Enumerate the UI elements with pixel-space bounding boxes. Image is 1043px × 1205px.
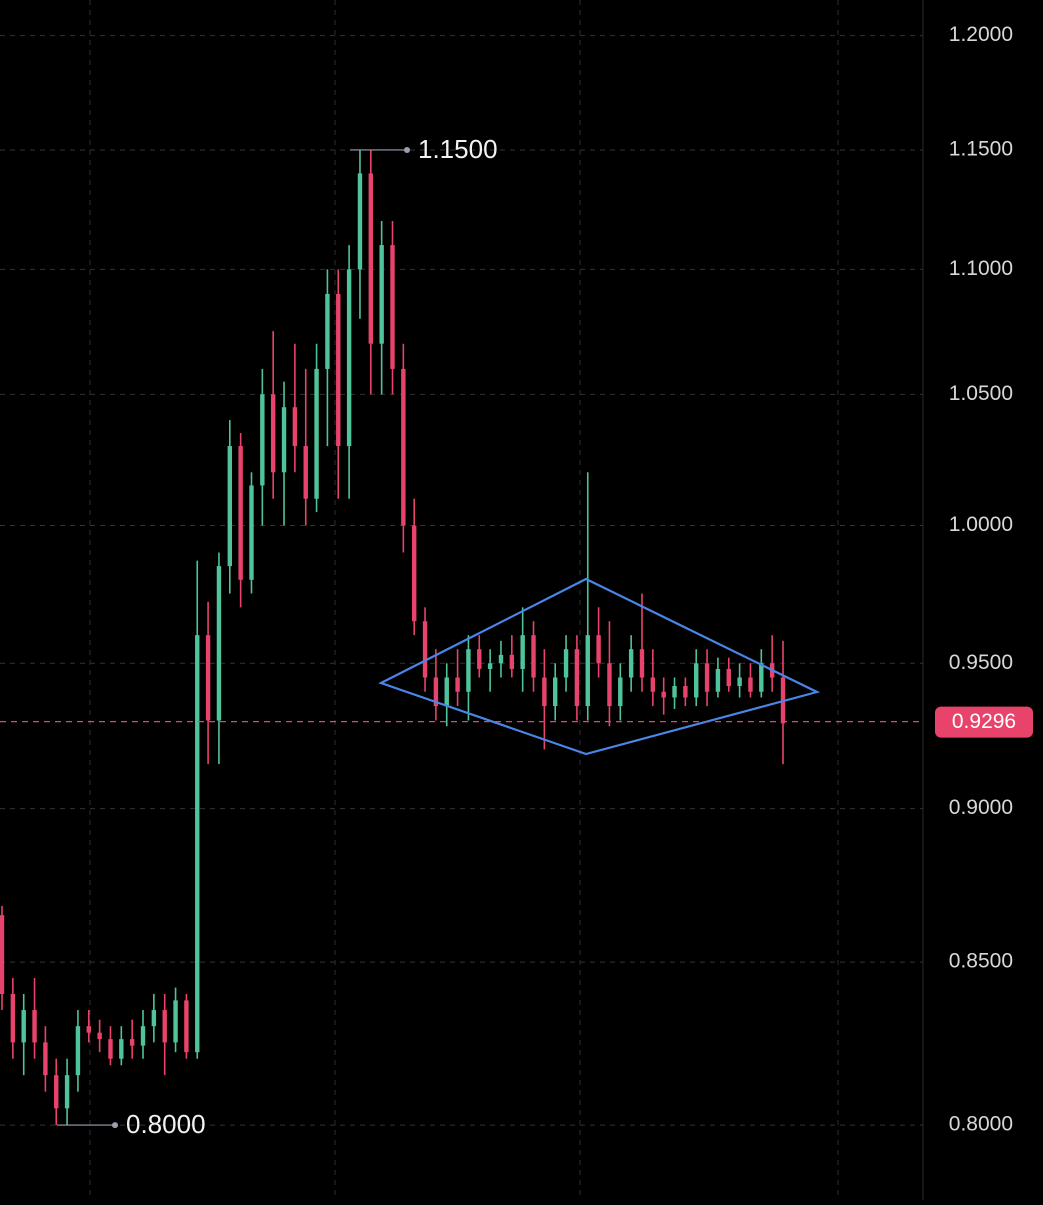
candle-body [628,649,634,678]
candle-body [75,1026,81,1076]
candle-body [737,677,742,687]
candle-body [444,677,449,707]
candle-body [336,293,341,447]
candle-body [205,635,211,721]
candle-body [32,1010,37,1043]
overlay: 0.9296 1.1500 0.8000 [0,134,1033,1139]
candle-body [325,293,330,369]
candle-body [346,269,352,447]
candle-body [455,677,460,692]
candle-body [314,368,319,499]
annotation-label: 1.1500 [418,134,498,164]
candle-body [184,1000,189,1053]
candle-body [694,663,699,698]
annotation-dot [404,146,410,153]
candle-body [43,1042,48,1076]
candle-body [618,677,623,707]
grid [0,35,923,1126]
y-tick-label: 0.9000 [949,796,1013,819]
candle-body [10,993,16,1043]
candle-body [585,635,590,707]
candle-body [683,686,688,698]
candle-body [0,915,5,994]
candle-body [553,677,558,707]
candle-body [759,663,764,692]
candle-body [216,566,222,721]
annotation-dot [112,1122,118,1129]
diamond-pattern [378,577,821,756]
candle-body [487,663,493,669]
y-tick-label: 1.0500 [949,382,1013,405]
vertical-grid [89,0,839,1200]
y-tick-label: 0.8500 [949,950,1013,973]
candle-body [596,635,601,664]
candle-body [151,1010,157,1027]
candle-body [531,635,536,678]
candle-body [401,368,406,526]
candle-body [292,407,298,447]
candle-body [54,1075,59,1109]
candle-body [433,677,439,707]
candle-body [704,663,710,692]
y-tick-label: 1.1500 [949,137,1013,160]
y-tick-label: 1.2000 [949,23,1013,46]
candle-body [108,1039,113,1059]
candle-body [357,173,363,270]
candle-body [726,668,731,687]
candle-body [542,677,547,707]
annotation-label: 0.8000 [126,1109,206,1139]
candle-body [607,663,612,707]
candle-body [748,677,753,692]
candle-body [509,654,515,669]
candle-body [173,1000,178,1043]
candle-body [86,1026,91,1033]
candle-body [64,1075,70,1109]
last-price-label: 0.9296 [952,710,1016,733]
candle-body [563,649,569,678]
candle-body [672,686,677,698]
candle-body [390,245,395,369]
candle-body [249,485,254,580]
candle-body [129,1039,135,1046]
candle-body [281,407,287,473]
candle-body [520,635,525,669]
candle-body [379,245,384,344]
y-tick-label: 0.8000 [949,1113,1013,1136]
candle-body [650,677,656,692]
candle-body [477,649,482,669]
candle-body [466,649,471,692]
candle-body [639,649,645,678]
candle-body [140,1026,146,1046]
candle-body [422,621,428,678]
last-price-tag [935,706,1033,738]
candle-body [303,446,308,499]
candle-body [162,1010,167,1043]
candle-body [21,1010,26,1043]
candle-body [411,525,417,622]
candle-body [498,654,504,664]
candle-body [715,668,721,692]
candle-body [195,635,200,1053]
candle-body [661,691,666,698]
candle-body [119,1039,124,1059]
y-tick-label: 1.0000 [949,513,1013,536]
candle-body [574,649,580,707]
candle-body [238,446,243,580]
candle-body [227,446,232,567]
candles [0,149,786,1126]
candle-body [270,394,276,473]
candle-body [97,1032,102,1040]
y-tick-label: 1.1000 [949,257,1013,280]
candle-body [368,173,374,344]
y-tick-label: 0.9500 [949,651,1013,674]
candle-body [260,394,265,486]
